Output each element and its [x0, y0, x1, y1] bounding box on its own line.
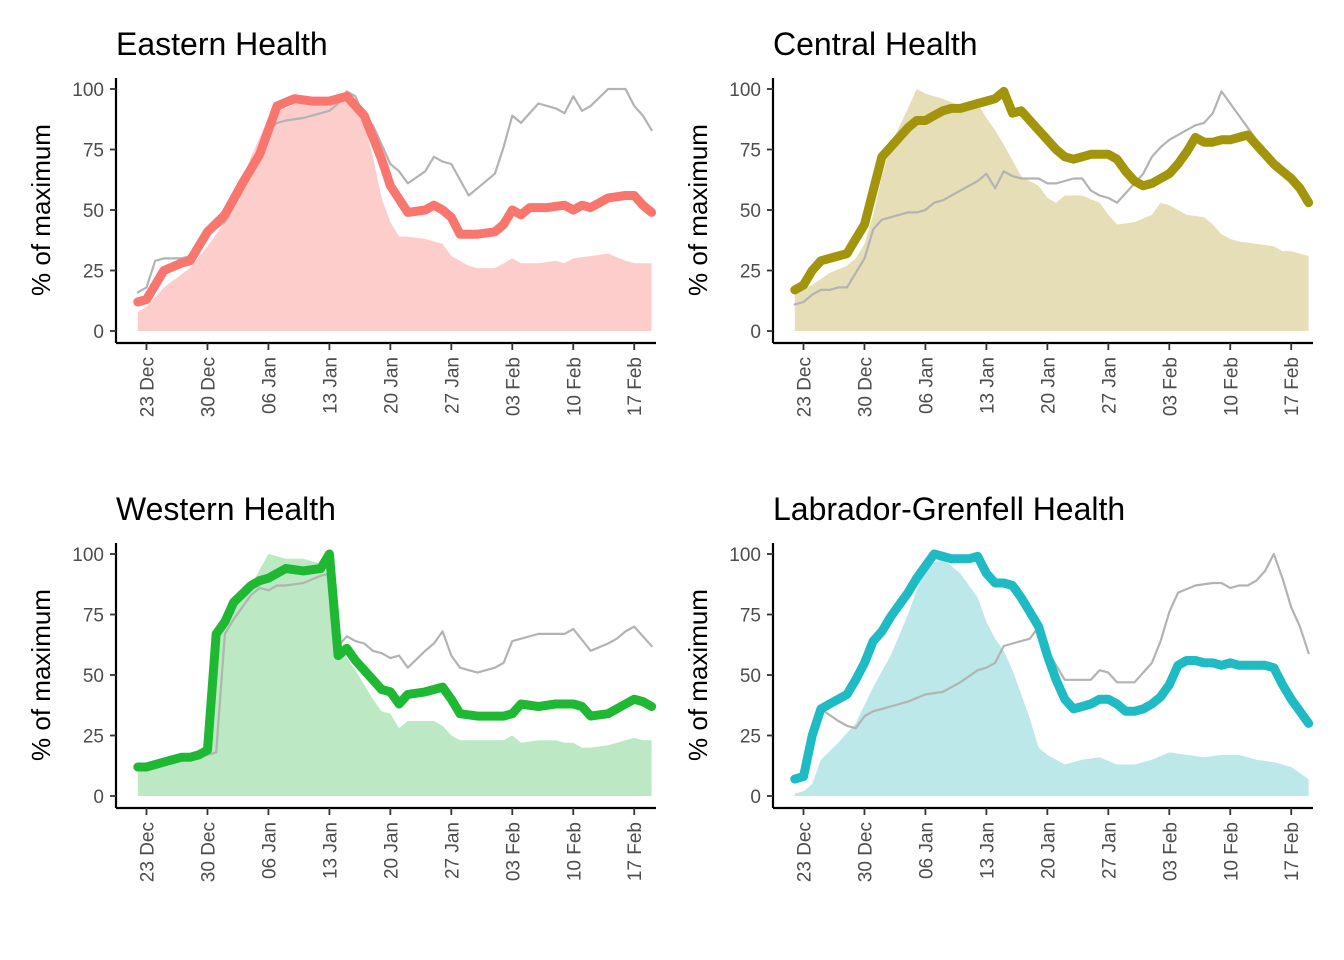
- panel-4-y-tick-label: 25: [740, 727, 761, 748]
- panel-1-x-tick-label: 27 Jan: [442, 357, 463, 414]
- panel-2-x-tick-label: 06 Jan: [916, 357, 937, 414]
- panel-2-x-tick-label: 13 Jan: [977, 357, 998, 414]
- panel-3: Western Health 0 25 50 75 100 23 Dec 30 Dec 06 J…: [26, 491, 657, 882]
- panel-4-y-tick-label: 75: [740, 606, 761, 627]
- panel-4-x-tick-label: 20 Jan: [1038, 822, 1059, 879]
- panel-4-x-tick-label: 17 Feb: [1282, 822, 1303, 881]
- panel-3-y-tick-label: 25: [83, 727, 104, 748]
- panel-3-y-tick-label: 100: [72, 545, 104, 566]
- panel-1-title: Eastern Health: [116, 26, 328, 62]
- panel-4-y-tick-label: 50: [740, 666, 761, 687]
- panel-4-x-tick-label: 30 Dec: [856, 822, 877, 882]
- panel-4-area-series: [794, 558, 1309, 796]
- panel-2-x-tick-label: 03 Feb: [1160, 357, 1181, 416]
- panel-1-x-tick-label: 13 Jan: [320, 357, 341, 414]
- panel-4-y-tick-label: 0: [750, 787, 761, 808]
- panel-3-x-tick-label: 20 Jan: [381, 822, 402, 879]
- panel-2-y-tick-label: 50: [740, 201, 761, 222]
- panel-2-x-tick-label: 20 Jan: [1038, 357, 1059, 414]
- panel-2-y-tick-label: 75: [740, 141, 761, 162]
- panel-1-x-tick-label: 17 Feb: [625, 357, 646, 416]
- panel-1-x-tick-label: 03 Feb: [503, 357, 524, 416]
- panel-1-y-tick-label: 75: [83, 141, 104, 162]
- panel-4: Labrador-Grenfell Health 0 25 50 75 100 23 Dec…: [683, 491, 1314, 882]
- panel-1-y-tick-label: 0: [93, 322, 104, 343]
- panel-2-x-tick-label: 27 Jan: [1099, 357, 1120, 414]
- panel-4-y-axis-label: % of maximum: [683, 589, 713, 761]
- panel-3-thick-line-series: [133, 549, 657, 772]
- panel-2-x-tick-label: 30 Dec: [856, 357, 877, 417]
- panel-2-x-tick-label: 23 Dec: [795, 357, 816, 417]
- panel-4-x-tick-label: 27 Jan: [1099, 822, 1120, 879]
- panel-2-thin-line-series: [793, 90, 1310, 306]
- panel-3-title: Western Health: [116, 491, 336, 527]
- panel-3-y-axis-label: % of maximum: [26, 589, 56, 761]
- panel-4-x-tick-label: 03 Feb: [1160, 822, 1181, 881]
- panel-1-thick-line-series: [133, 91, 657, 307]
- panel-3-x-tick-label: 23 Dec: [138, 822, 159, 882]
- panel-3-thin-line-series: [136, 572, 653, 769]
- panel-4-x-tick-label: 13 Jan: [977, 822, 998, 879]
- panel-1: Eastern Health 0 25 50 75 100 23 Dec 30 Dec 06 J…: [26, 26, 657, 417]
- panel-2-thick-line-series: [790, 86, 1314, 295]
- panel-3-y-tick-label: 50: [83, 666, 104, 687]
- panel-2-y-tick-label: 0: [750, 322, 761, 343]
- panel-3-x-tick-label: 17 Feb: [625, 822, 646, 881]
- panel-3-x-tick-label: 03 Feb: [503, 822, 524, 881]
- panel-1-x-tick-label: 23 Dec: [138, 357, 159, 417]
- panel-2-area-series: [794, 89, 1309, 331]
- panel-1-area-series: [137, 96, 652, 331]
- panel-4-x-tick-label: 23 Dec: [795, 822, 816, 882]
- panel-3-y-tick-label: 0: [93, 787, 104, 808]
- panel-3-x-tick-label: 06 Jan: [259, 822, 280, 879]
- panel-1-y-axis-label: % of maximum: [26, 124, 56, 296]
- panel-3-x-tick-label: 13 Jan: [320, 822, 341, 879]
- panel-4-title: Labrador-Grenfell Health: [773, 491, 1125, 527]
- panel-2-y-axis-label: % of maximum: [683, 124, 713, 296]
- panel-4-y-tick-label: 100: [729, 545, 761, 566]
- panel-1-y-tick-label: 50: [83, 201, 104, 222]
- panel-3-y-tick-label: 75: [83, 606, 104, 627]
- panel-3-x-tick-label: 30 Dec: [199, 822, 220, 882]
- panel-4-thin-line-series: [793, 552, 1310, 778]
- panel-4-x-tick-label: 06 Jan: [916, 822, 937, 879]
- panel-2-y-tick-label: 100: [729, 80, 761, 101]
- panel-1-x-tick-label: 30 Dec: [199, 357, 220, 417]
- panel-2: Central Health 0 25 50 75 100 23 Dec 30 Dec 06 J…: [683, 26, 1314, 417]
- panel-3-x-tick-label: 27 Jan: [442, 822, 463, 879]
- panel-2-title: Central Health: [773, 26, 978, 62]
- panel-1-x-tick-label: 06 Jan: [259, 357, 280, 414]
- panel-1-thin-line-series: [136, 87, 653, 294]
- panel-4-thick-line-series: [790, 549, 1314, 784]
- panel-3-area-series: [137, 554, 652, 796]
- panel-1-y-tick-label: 25: [83, 262, 104, 283]
- panel-2-y-tick-label: 25: [740, 262, 761, 283]
- panel-2-x-tick-label: 10 Feb: [1221, 357, 1242, 416]
- panel-3-x-tick-label: 10 Feb: [564, 822, 585, 881]
- panel-1-x-tick-label: 20 Jan: [381, 357, 402, 414]
- panel-4-x-tick-label: 10 Feb: [1221, 822, 1242, 881]
- panel-2-x-tick-label: 17 Feb: [1282, 357, 1303, 416]
- panel-1-x-tick-label: 10 Feb: [564, 357, 585, 416]
- panel-1-y-tick-label: 100: [72, 80, 104, 101]
